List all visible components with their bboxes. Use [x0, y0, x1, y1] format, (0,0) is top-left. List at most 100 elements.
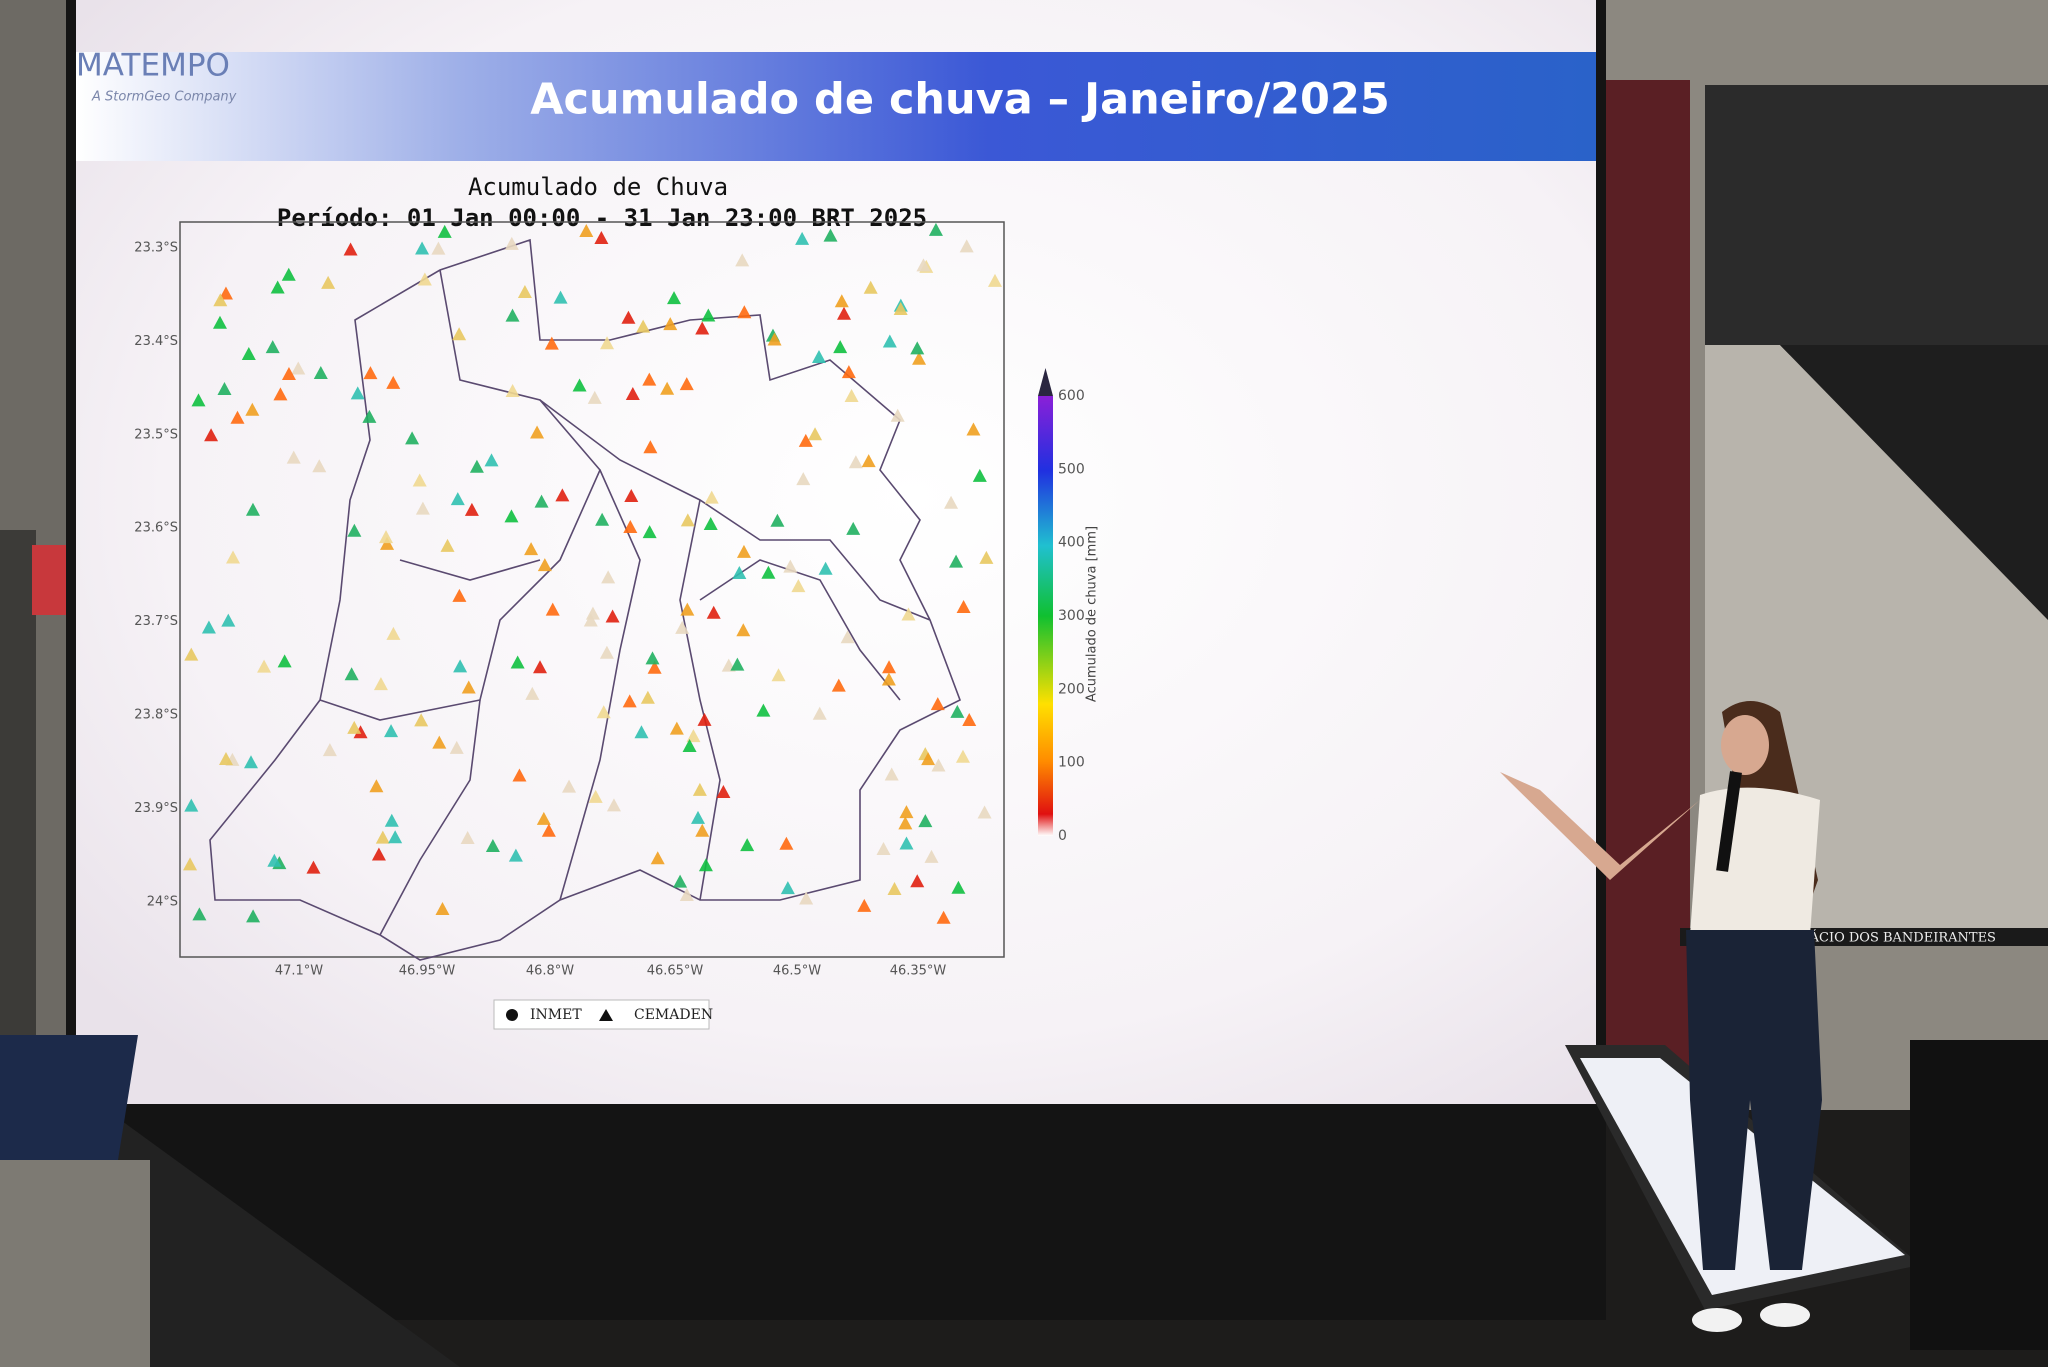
station-marker	[730, 657, 745, 671]
lat-tick-label: 23.6°S	[134, 521, 178, 536]
station-marker	[596, 705, 611, 719]
station-marker	[183, 857, 198, 871]
station-marker	[791, 579, 806, 593]
station-marker	[245, 502, 260, 516]
station-marker	[525, 686, 540, 700]
lat-tick-label: 24°S	[147, 894, 178, 909]
station-marker	[579, 224, 594, 238]
station-marker	[246, 909, 261, 923]
slide-header	[76, 52, 1596, 161]
station-marker	[716, 785, 731, 799]
station-marker	[680, 602, 695, 616]
station-marker	[846, 521, 861, 535]
station-marker	[221, 613, 236, 627]
station-marker	[469, 459, 484, 473]
station-marker	[703, 517, 718, 531]
station-marker	[887, 882, 902, 896]
station-marker	[583, 613, 598, 627]
station-marker	[417, 272, 432, 286]
station-marker	[241, 347, 256, 361]
station-marker	[412, 473, 427, 487]
name-cards	[0, 1160, 150, 1367]
station-marker	[562, 779, 577, 793]
station-marker	[369, 779, 384, 793]
station-marker	[863, 280, 878, 294]
station-marker	[213, 293, 228, 307]
station-marker	[384, 724, 399, 738]
station-marker	[461, 680, 476, 694]
station-marker	[673, 874, 688, 888]
station-marker	[642, 372, 657, 386]
station-marker	[362, 409, 377, 423]
station-marker	[510, 655, 525, 669]
station-marker	[192, 907, 207, 921]
lat-tick-label: 23.8°S	[134, 708, 178, 723]
station-marker	[884, 767, 899, 781]
station-marker	[640, 690, 655, 704]
station-marker	[595, 512, 610, 526]
station-marker	[857, 898, 872, 912]
station-marker	[924, 849, 939, 863]
logo-sub: A StormGeo Company	[91, 90, 237, 105]
station-marker	[375, 830, 390, 844]
station-marker	[281, 366, 296, 380]
legend-label: CEMADEN	[634, 1007, 713, 1023]
station-marker	[312, 459, 327, 473]
station-marker	[273, 387, 288, 401]
station-marker	[599, 645, 614, 659]
station-marker	[415, 501, 430, 515]
station-marker	[796, 472, 811, 486]
station-marker	[831, 678, 846, 692]
station-marker	[951, 880, 966, 894]
station-marker	[650, 851, 665, 865]
station-marker	[837, 306, 852, 320]
station-marker	[848, 455, 863, 469]
station-marker	[504, 236, 519, 250]
colorbar	[1038, 396, 1053, 836]
station-marker	[675, 620, 690, 634]
station-marker	[464, 502, 479, 516]
station-marker	[881, 672, 896, 686]
station-marker	[435, 901, 450, 915]
station-marker	[695, 823, 710, 837]
legend-marker-inmet	[506, 1009, 518, 1021]
station-marker	[257, 659, 272, 673]
lat-tick-label: 23.9°S	[134, 801, 178, 816]
station-marker	[893, 301, 908, 315]
station-marker	[901, 607, 916, 621]
station-marker	[780, 881, 795, 895]
colorbar-tick-label: 600	[1058, 388, 1085, 404]
station-marker	[918, 814, 933, 828]
station-marker	[347, 523, 362, 537]
lat-tick-label: 23.5°S	[134, 427, 178, 442]
colorbar-tick-label: 300	[1058, 608, 1085, 624]
station-marker	[799, 891, 814, 905]
side-table	[1910, 1040, 2048, 1350]
colorbar-tick-label: 0	[1058, 828, 1067, 844]
station-marker	[184, 798, 199, 812]
station-marker	[701, 308, 716, 322]
colorbar-tick-label: 400	[1058, 535, 1085, 551]
station-marker	[386, 626, 401, 640]
station-marker	[512, 768, 527, 782]
station-marker	[306, 860, 321, 874]
station-marker	[959, 239, 974, 253]
station-marker	[184, 647, 199, 661]
station-marker	[840, 630, 855, 644]
lat-tick-label: 23.7°S	[134, 614, 178, 629]
station-marker	[485, 839, 500, 853]
station-marker	[555, 488, 570, 502]
station-marker	[916, 258, 931, 272]
station-marker	[530, 425, 545, 439]
station-marker	[432, 735, 447, 749]
station-marker	[647, 660, 662, 674]
station-marker	[286, 450, 301, 464]
station-marker	[363, 366, 378, 380]
station-marker	[601, 570, 616, 584]
station-marker	[936, 910, 951, 924]
station-marker	[697, 712, 712, 726]
station-marker	[669, 721, 684, 735]
station-marker	[437, 224, 452, 238]
lat-tick-label: 23.4°S	[134, 334, 178, 349]
